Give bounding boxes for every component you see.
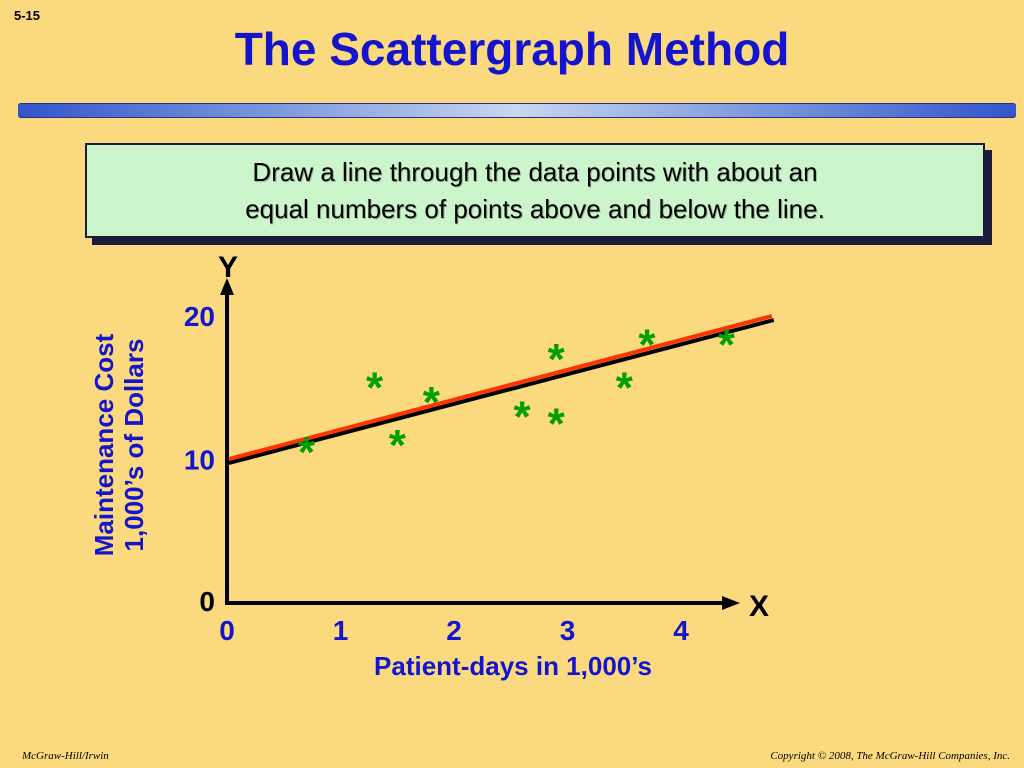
y-tick-label: 20 xyxy=(184,301,215,332)
data-point: * xyxy=(514,392,532,441)
x-axis-arrowhead xyxy=(722,596,740,610)
x-axis-letter: X xyxy=(749,590,769,623)
fit-line-shadow xyxy=(226,318,775,466)
data-point: * xyxy=(423,378,441,427)
data-points: **** ***** * xyxy=(298,321,736,478)
x-axis-title: Patient-days in 1,000’s xyxy=(374,651,652,681)
y-tick-label: 10 xyxy=(184,445,215,476)
footer-copyright: Copyright © 2008, The McGraw-Hill Compan… xyxy=(770,750,1010,762)
y-axis-arrowhead xyxy=(220,278,234,295)
footer-publisher: McGraw-Hill/Irwin xyxy=(22,750,109,762)
data-point: * xyxy=(298,428,316,477)
data-point: * xyxy=(548,335,566,384)
y-axis-title-line-1: Maintenance Cost xyxy=(89,333,119,556)
fit-line xyxy=(226,314,773,462)
x-tick-label: 0 xyxy=(219,615,235,646)
data-point: * xyxy=(718,321,736,370)
callout-text: Draw a line through the data points with… xyxy=(245,154,825,228)
slide-number: 5-15 xyxy=(14,8,41,23)
fit-line-group xyxy=(226,314,775,466)
y-axis-letter: Y xyxy=(218,251,238,284)
callout-line-2: equal numbers of points above and below … xyxy=(245,193,825,224)
y-tick-label: 0 xyxy=(199,586,215,617)
x-tick-label: 1 xyxy=(333,615,349,646)
x-tick-label: 3 xyxy=(560,615,576,646)
callout-line-1: Draw a line through the data points with… xyxy=(252,156,818,187)
x-tick-labels: 0 1 2 3 4 xyxy=(219,615,689,646)
x-tick-label: 2 xyxy=(446,615,462,646)
x-tick-label: 4 xyxy=(673,615,689,646)
data-point: * xyxy=(389,421,407,470)
data-point: * xyxy=(366,364,384,413)
y-axis-title: Maintenance Cost 1,000’s of Dollars xyxy=(89,333,149,556)
slide-title: The Scattergraph Method xyxy=(234,23,790,75)
data-point: * xyxy=(548,399,566,448)
y-tick-labels: 0 10 20 xyxy=(184,301,215,617)
title-divider-bar xyxy=(18,103,1016,118)
instruction-callout: Draw a line through the data points with… xyxy=(85,143,985,238)
data-point: * xyxy=(638,321,656,370)
data-point: * xyxy=(616,364,634,413)
y-axis-title-line-2: 1,000’s of Dollars xyxy=(119,339,149,552)
